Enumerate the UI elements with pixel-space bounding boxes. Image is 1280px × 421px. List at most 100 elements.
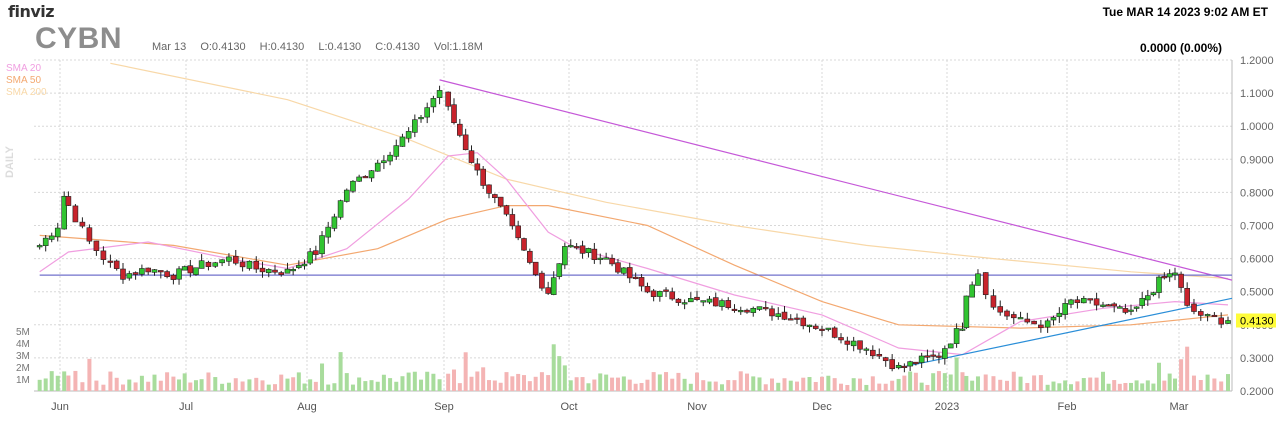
candle-up xyxy=(1056,312,1063,317)
candle-down xyxy=(725,300,732,308)
candle-up xyxy=(806,324,813,328)
volume-bar xyxy=(66,375,71,391)
candle-down xyxy=(609,257,615,265)
volume-bar xyxy=(726,380,731,391)
candle-down xyxy=(278,272,285,275)
candle-down xyxy=(857,340,863,350)
candle-down xyxy=(132,272,139,275)
candle-down xyxy=(113,260,120,269)
volume-bar xyxy=(114,377,119,391)
volume-bar xyxy=(1219,381,1224,391)
volume-bar xyxy=(776,382,781,391)
candle-up xyxy=(387,154,393,162)
volume-bar xyxy=(864,384,869,391)
candle-up xyxy=(1081,298,1087,304)
candle-down xyxy=(591,248,598,261)
candle-up xyxy=(356,176,362,182)
candle-down xyxy=(1087,298,1093,301)
candle-down xyxy=(838,337,844,341)
candle-up xyxy=(368,170,375,179)
candle-up xyxy=(54,227,61,238)
volume-bar xyxy=(807,377,812,391)
candle-down xyxy=(457,123,463,136)
finviz-logo[interactable]: finviz xyxy=(8,2,55,21)
candle-down xyxy=(1093,298,1100,306)
volume-bar xyxy=(621,376,626,391)
candle-down xyxy=(1178,273,1184,288)
x-tick-label: Jul xyxy=(179,401,193,413)
volume-bar xyxy=(62,371,67,391)
volume-bar xyxy=(121,384,125,391)
close-value: C:0.4130 xyxy=(375,41,420,53)
candle-down xyxy=(486,184,492,194)
volume-bar xyxy=(400,376,405,391)
candle-down xyxy=(545,287,551,294)
candle-down xyxy=(120,268,126,280)
candle-up xyxy=(1150,292,1157,296)
volume-bar xyxy=(615,377,620,391)
volume-bar xyxy=(664,372,669,391)
x-tick-label: Oct xyxy=(560,401,577,413)
candle-down xyxy=(239,261,246,268)
volume-bar xyxy=(813,381,818,391)
volume-bar xyxy=(469,376,474,391)
volume-bar xyxy=(975,376,980,391)
volume-bar xyxy=(457,383,462,391)
candle-down xyxy=(158,270,164,273)
volume-bar xyxy=(388,378,393,391)
volume-tick-label: 2M xyxy=(16,363,30,374)
volume-bar xyxy=(165,372,170,391)
volume-bar xyxy=(651,372,656,391)
volume-bar xyxy=(1198,379,1203,391)
volume-bar xyxy=(87,358,92,391)
candle-down xyxy=(787,318,794,321)
volume-bar xyxy=(406,372,411,391)
candle-up xyxy=(343,189,350,202)
volume-bar xyxy=(481,367,486,391)
candle-up xyxy=(969,284,975,298)
candle-up xyxy=(42,237,49,246)
candle-up xyxy=(1117,306,1123,309)
volume-bar xyxy=(801,377,806,391)
candle-down xyxy=(663,289,669,292)
candle-down xyxy=(762,307,769,310)
candle-down xyxy=(362,176,369,179)
y-tick-label: 1.2000 xyxy=(1240,55,1274,67)
volume-bar xyxy=(308,379,313,391)
volume-bar xyxy=(1101,371,1105,391)
volume-bar xyxy=(412,371,417,391)
candle-up xyxy=(895,364,902,369)
candle-down xyxy=(812,325,819,329)
volume-bar xyxy=(845,384,850,391)
volume-bar xyxy=(1205,374,1210,391)
volume-bar xyxy=(193,380,198,391)
y-tick-label: 0.5000 xyxy=(1240,287,1274,299)
volume-bar xyxy=(369,380,374,391)
candle-up xyxy=(975,273,981,286)
candle-down xyxy=(794,317,800,320)
candle-up xyxy=(139,268,145,275)
volume-bar xyxy=(1051,381,1056,391)
y-tick-label: 0.7000 xyxy=(1240,221,1274,233)
sma200-line xyxy=(110,62,1229,280)
candle-up xyxy=(436,90,443,98)
volume-bar xyxy=(260,380,265,391)
volume-bar xyxy=(682,378,687,391)
volume-bar xyxy=(285,378,290,391)
candle-up xyxy=(193,267,199,275)
volume-bar xyxy=(350,384,355,391)
candle-down xyxy=(769,308,775,317)
candle-down xyxy=(615,262,621,273)
volume-bar xyxy=(1088,377,1093,391)
candle-up xyxy=(151,269,158,273)
candle-up xyxy=(246,260,253,269)
volume-bar xyxy=(452,369,456,391)
y-tick-label: 0.6000 xyxy=(1240,254,1274,266)
volume-bar xyxy=(1140,383,1145,391)
candle-up xyxy=(700,300,707,303)
candle-down xyxy=(1074,299,1081,304)
candle-up xyxy=(393,145,400,157)
volume-bar xyxy=(357,377,362,391)
volume-bar xyxy=(586,383,591,391)
